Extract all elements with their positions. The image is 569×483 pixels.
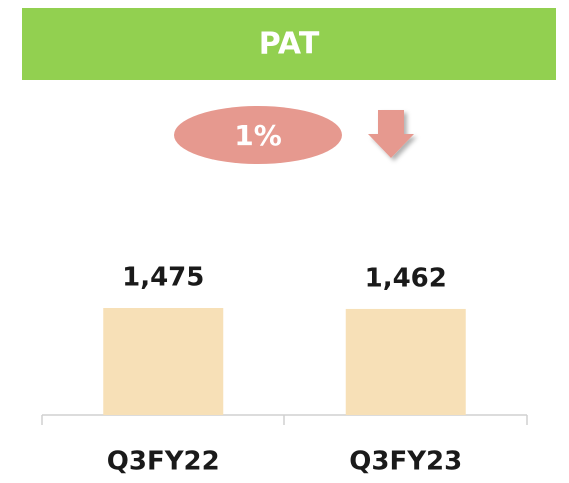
value-label: 1,462 — [365, 263, 447, 293]
x-tick-label: Q3FY23 — [349, 447, 462, 477]
down-arrow — [368, 110, 414, 158]
x-tick-label: Q3FY22 — [107, 447, 220, 477]
chart-title: PAT — [259, 27, 320, 62]
bar — [345, 308, 466, 415]
bar — [103, 308, 224, 415]
value-label: 1,475 — [122, 263, 204, 293]
change-badge — [174, 106, 342, 164]
change-annotation: 1% — [234, 119, 282, 152]
title-banner — [22, 8, 556, 80]
